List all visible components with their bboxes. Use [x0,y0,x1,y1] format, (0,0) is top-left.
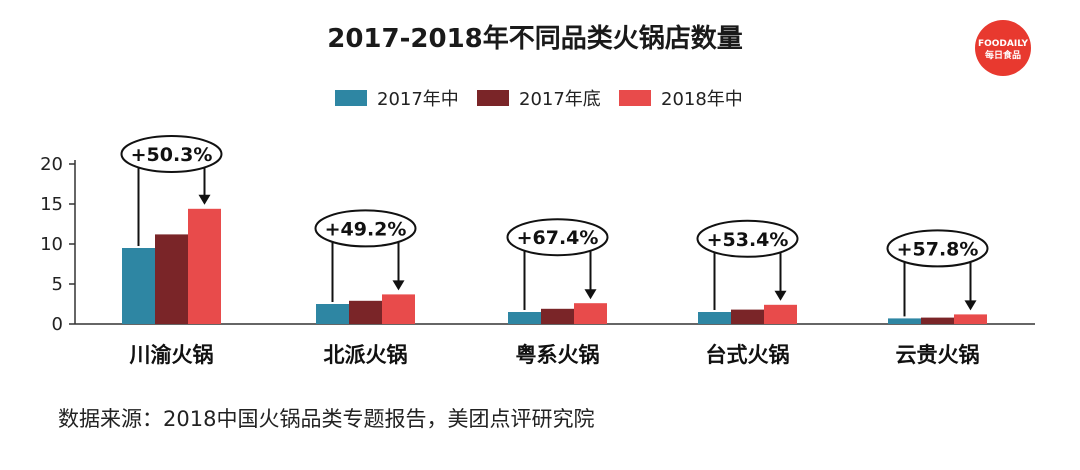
y-tick-label: 5 [52,274,63,295]
bar [155,234,188,324]
legend-swatch [477,90,509,106]
category-label: 台式火锅 [706,343,790,367]
brand-logo: FOODAILY 每日食品 [975,20,1031,76]
legend-label: 2017年底 [519,89,601,110]
logo-circle [975,20,1031,76]
y-tick-label: 0 [52,314,63,335]
growth-annotations: +50.3% +49.2% +67.4% +53.4% +57.8% [120,135,989,317]
bar [954,314,987,324]
annotation-bubble [886,229,989,268]
annotation-bubble [120,135,223,173]
growth-label: +67.4% [517,227,599,249]
annotation-arrowhead [774,290,787,301]
growth-label: +53.4% [707,229,789,251]
bar [316,304,349,324]
category-label: 川渝火锅 [129,343,214,367]
bar [698,312,731,324]
bar [541,308,574,324]
legend-swatch [619,90,651,106]
legend-swatch [335,90,367,106]
growth-label: +57.8% [897,238,979,260]
bar [888,318,921,324]
annotation-bubble [696,219,799,258]
bar [349,300,382,324]
bar [508,312,541,324]
annotation-arrowhead [584,289,597,300]
category-label: 云贵火锅 [896,343,980,367]
legend-label: 2018年中 [661,89,743,110]
annotation-arrowhead [392,280,405,291]
bar [921,317,954,324]
category-label: 北派火锅 [324,343,408,367]
bar [382,294,415,324]
legend: 2017年中 2017年底 2018年中 [335,89,743,110]
category-label: 粤系火锅 [516,343,600,367]
legend-label: 2017年中 [377,89,459,110]
logo-line2: 每日食品 [985,49,1021,61]
y-tick-label: 10 [40,234,63,255]
annotation-bubble [314,209,417,248]
bar [574,303,607,324]
annotation-arrowhead [964,300,977,311]
annotation-arrowhead [198,194,211,205]
bar [188,208,221,324]
logo-line1: FOODAILY [978,39,1029,49]
y-tick-label: 15 [40,194,63,215]
growth-label: +49.2% [325,218,407,240]
bar [731,309,764,324]
category-labels: 川渝火锅 北派火锅 粤系火锅 台式火锅 云贵火锅 [129,343,980,367]
annotation-bubble [506,218,609,257]
source-note: 数据来源：2018中国火锅品类专题报告，美团点评研究院 [58,407,594,431]
y-tick-label: 20 [40,154,63,175]
bar [764,304,797,324]
growth-label: +50.3% [131,144,213,166]
bar [122,248,155,324]
chart-title: 2017-2018年不同品类火锅店数量 [327,23,743,54]
bars [122,208,987,324]
